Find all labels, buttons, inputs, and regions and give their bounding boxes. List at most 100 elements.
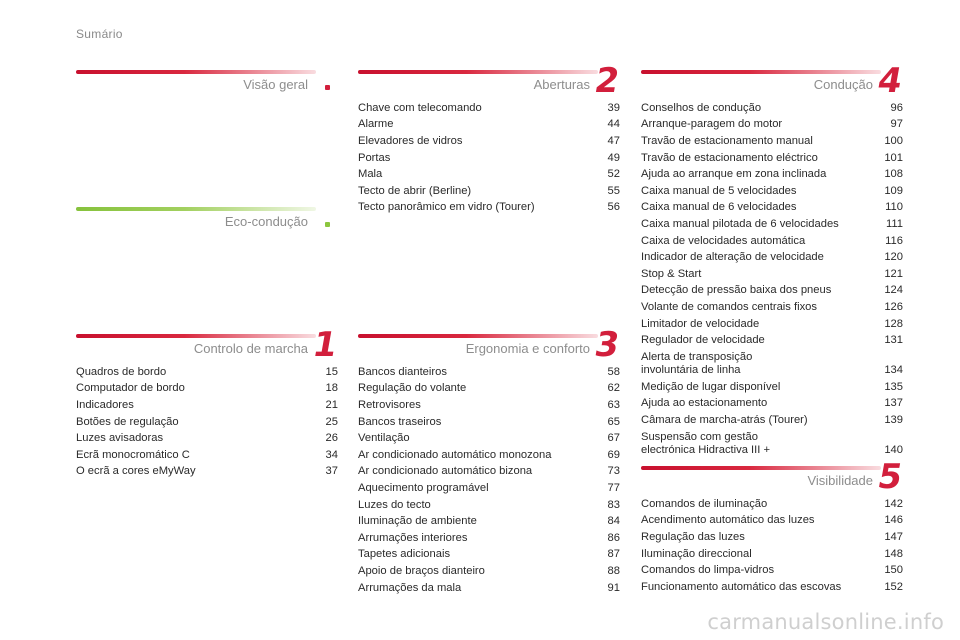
toc-entry[interactable]: Regulação das luzes 147 (641, 529, 903, 546)
toc-entry[interactable]: Travão de estacionamento manual 100 (641, 133, 903, 150)
toc-entry[interactable]: Ventilação 67 (358, 430, 620, 447)
toc-entry-label: Alerta de transposição involuntária de li… (641, 350, 753, 376)
toc-entry-label: Comandos de iluminação (641, 497, 768, 510)
toc-entry[interactable]: Tapetes adicionais 87 (358, 547, 620, 564)
section-header: Aberturas 2 (358, 61, 622, 101)
section-title: Eco-condução (224, 214, 308, 229)
toc-entry-label: Indicador de alteração de velocidade (641, 251, 824, 264)
toc-entry-label: Stop & Start (641, 267, 702, 280)
toc-entry[interactable]: Travão de estacionamento eléctrico 101 (641, 150, 903, 167)
toc-entry-page: 58 (607, 365, 620, 378)
toc-entry[interactable]: Luzes do tecto 83 (358, 497, 620, 514)
toc-entry[interactable]: Iluminação direccional 148 (641, 546, 903, 563)
toc-entry[interactable]: Tecto de abrir (Berline) 55 (358, 183, 620, 200)
toc-entry[interactable]: Iluminação de ambiente 84 (358, 513, 620, 530)
toc-entry[interactable]: Caixa manual pilotada de 6 velocidades 11… (641, 216, 903, 233)
toc-entry-page: 44 (607, 118, 620, 131)
toc-entry[interactable]: Conselhos de condução 96 (641, 100, 903, 117)
toc-entry-page: 116 (885, 234, 903, 247)
toc-entry[interactable]: Stop & Start 121 (641, 266, 903, 283)
toc-entry-page: 39 (607, 101, 620, 114)
toc-entry-label: Caixa manual de 6 velocidades (641, 201, 797, 214)
watermark-text: carmanualsonline.info (707, 610, 944, 634)
toc-entry[interactable]: Apoio de braços dianteiro 88 (358, 563, 620, 580)
toc-entry-label: Suspensão com gestão electrónica Hidracti… (641, 430, 771, 456)
toc-entry[interactable]: Comandos de iluminação 142 (641, 496, 903, 513)
toc-entry-label: Iluminação direccional (641, 547, 752, 560)
toc-entry[interactable]: Comandos do limpa-vidros 150 (641, 562, 903, 579)
toc-entry[interactable]: Indicadores 21 (76, 397, 338, 414)
toc-entry[interactable]: Câmara de marcha-atrás (Tourer) 139 (641, 412, 903, 429)
toc-entry[interactable]: Indicador de alteração de velocidade 120 (641, 249, 903, 266)
section-rule (76, 207, 316, 211)
toc-entry-page: 25 (325, 415, 338, 428)
toc-entry[interactable]: Mala 52 (358, 166, 620, 183)
toc-entry[interactable]: Botões de regulação 25 (76, 414, 338, 431)
toc-entry-page: 137 (884, 397, 903, 410)
section-title: Aberturas (533, 77, 590, 92)
section-rule (641, 70, 881, 74)
toc-entry[interactable]: Limitador de velocidade 128 (641, 316, 903, 333)
toc-entry-page: 146 (884, 514, 903, 527)
toc-entry-page: 135 (884, 380, 903, 393)
toc-entry[interactable]: Caixa de velocidades automática 116 (641, 233, 903, 250)
toc-entry-label: Ar condicionado automático monozona (358, 448, 552, 461)
toc-entry[interactable]: Regulador de velocidade 131 (641, 332, 903, 349)
toc-entry[interactable]: Ar condicionado automático bizona 73 (358, 464, 620, 481)
toc-entry-page: 134 (884, 363, 903, 376)
toc-entry[interactable]: Alerta de transposição involuntária de li… (641, 349, 903, 379)
toc-entry-label: Volante de comandos centrais fixos (641, 300, 817, 313)
toc-entry[interactable]: Suspensão com gestão electrónica Hidracti… (641, 429, 903, 459)
toc-entry-page: 18 (325, 382, 338, 395)
toc-entry-page: 83 (607, 498, 620, 511)
toc-entry[interactable]: O ecrã a cores eMyWay 37 (76, 464, 338, 481)
toc-entry-label: Mala (358, 168, 383, 181)
toc-entry[interactable]: Portas 49 (358, 150, 620, 167)
toc-entry[interactable]: Funcionamento automático das escovas 152 (641, 579, 903, 596)
toc-entry[interactable]: Arrumações interiores 86 (358, 530, 620, 547)
toc-entry-page: 110 (885, 201, 903, 214)
toc-entry-page: 37 (325, 465, 338, 478)
toc-entry[interactable]: Retrovisores 63 (358, 397, 620, 414)
toc-entry[interactable]: Arrumações da mala 91 (358, 580, 620, 597)
toc-entry[interactable]: Alarme 44 (358, 117, 620, 134)
toc-entry[interactable]: Regulação do volante 62 (358, 381, 620, 398)
toc-entry[interactable]: Ajuda ao arranque em zona inclinada 108 (641, 166, 903, 183)
entry-list: Chave com telecomando 39 Alarme 44 Elevadore… (358, 100, 620, 216)
toc-entry-label: Medição de lugar disponível (641, 380, 781, 393)
toc-entry-page: 128 (884, 317, 903, 330)
section-aberturas: Aberturas 2 Chave com telecomando 39 Alarm… (358, 61, 622, 216)
toc-entry-label: Indicadores (76, 398, 134, 411)
toc-entry-page: 47 (607, 134, 620, 147)
toc-entry-page: 65 (607, 415, 620, 428)
toc-entry-label: Quadros de bordo (76, 365, 167, 378)
toc-entry-label: Caixa de velocidades automática (641, 234, 806, 247)
toc-entry[interactable]: Caixa manual de 6 velocidades 110 (641, 200, 903, 217)
toc-entry[interactable]: Detecção de pressão baixa dos pneus 124 (641, 283, 903, 300)
toc-entry-page: 56 (607, 201, 620, 214)
toc-entry[interactable]: Luzes avisadoras 26 (76, 430, 338, 447)
toc-entry[interactable]: Bancos traseiros 65 (358, 414, 620, 431)
toc-entry[interactable]: Aquecimento programável 77 (358, 480, 620, 497)
toc-entry-label: Caixa manual de 5 velocidades (641, 184, 797, 197)
toc-entry[interactable]: Chave com telecomando 39 (358, 100, 620, 117)
toc-entry[interactable]: Ajuda ao estacionamento 137 (641, 396, 903, 413)
toc-entry[interactable]: Ar condicionado automático monozona 69 (358, 447, 620, 464)
toc-entry-label: Botões de regulação (76, 415, 179, 428)
toc-entry[interactable]: Medição de lugar disponível 135 (641, 379, 903, 396)
toc-entry[interactable]: Caixa manual de 5 velocidades 109 (641, 183, 903, 200)
toc-entry-label: Apoio de braços dianteiro (358, 564, 485, 577)
toc-entry[interactable]: Computador de bordo 18 (76, 381, 338, 398)
toc-entry[interactable]: Volante de comandos centrais fixos 126 (641, 299, 903, 316)
section-title: Visão geral (243, 77, 308, 92)
toc-entry[interactable]: Bancos dianteiros 58 (358, 364, 620, 381)
toc-entry[interactable]: Acendimento automático das luzes 146 (641, 513, 903, 530)
toc-entry-label: Alarme (358, 118, 394, 131)
toc-entry[interactable]: Elevadores de vidros 47 (358, 133, 620, 150)
toc-entry[interactable]: Quadros de bordo 15 (76, 364, 338, 381)
toc-entry[interactable]: Arranque-paragem do motor 97 (641, 117, 903, 134)
toc-entry[interactable]: Ecrã monocromático C 34 (76, 447, 338, 464)
toc-entry-page: 26 (325, 432, 338, 445)
toc-entry-label: Limitador de velocidade (641, 317, 760, 330)
toc-entry[interactable]: Tecto panorâmico em vidro (Tourer) 56 (358, 200, 620, 217)
